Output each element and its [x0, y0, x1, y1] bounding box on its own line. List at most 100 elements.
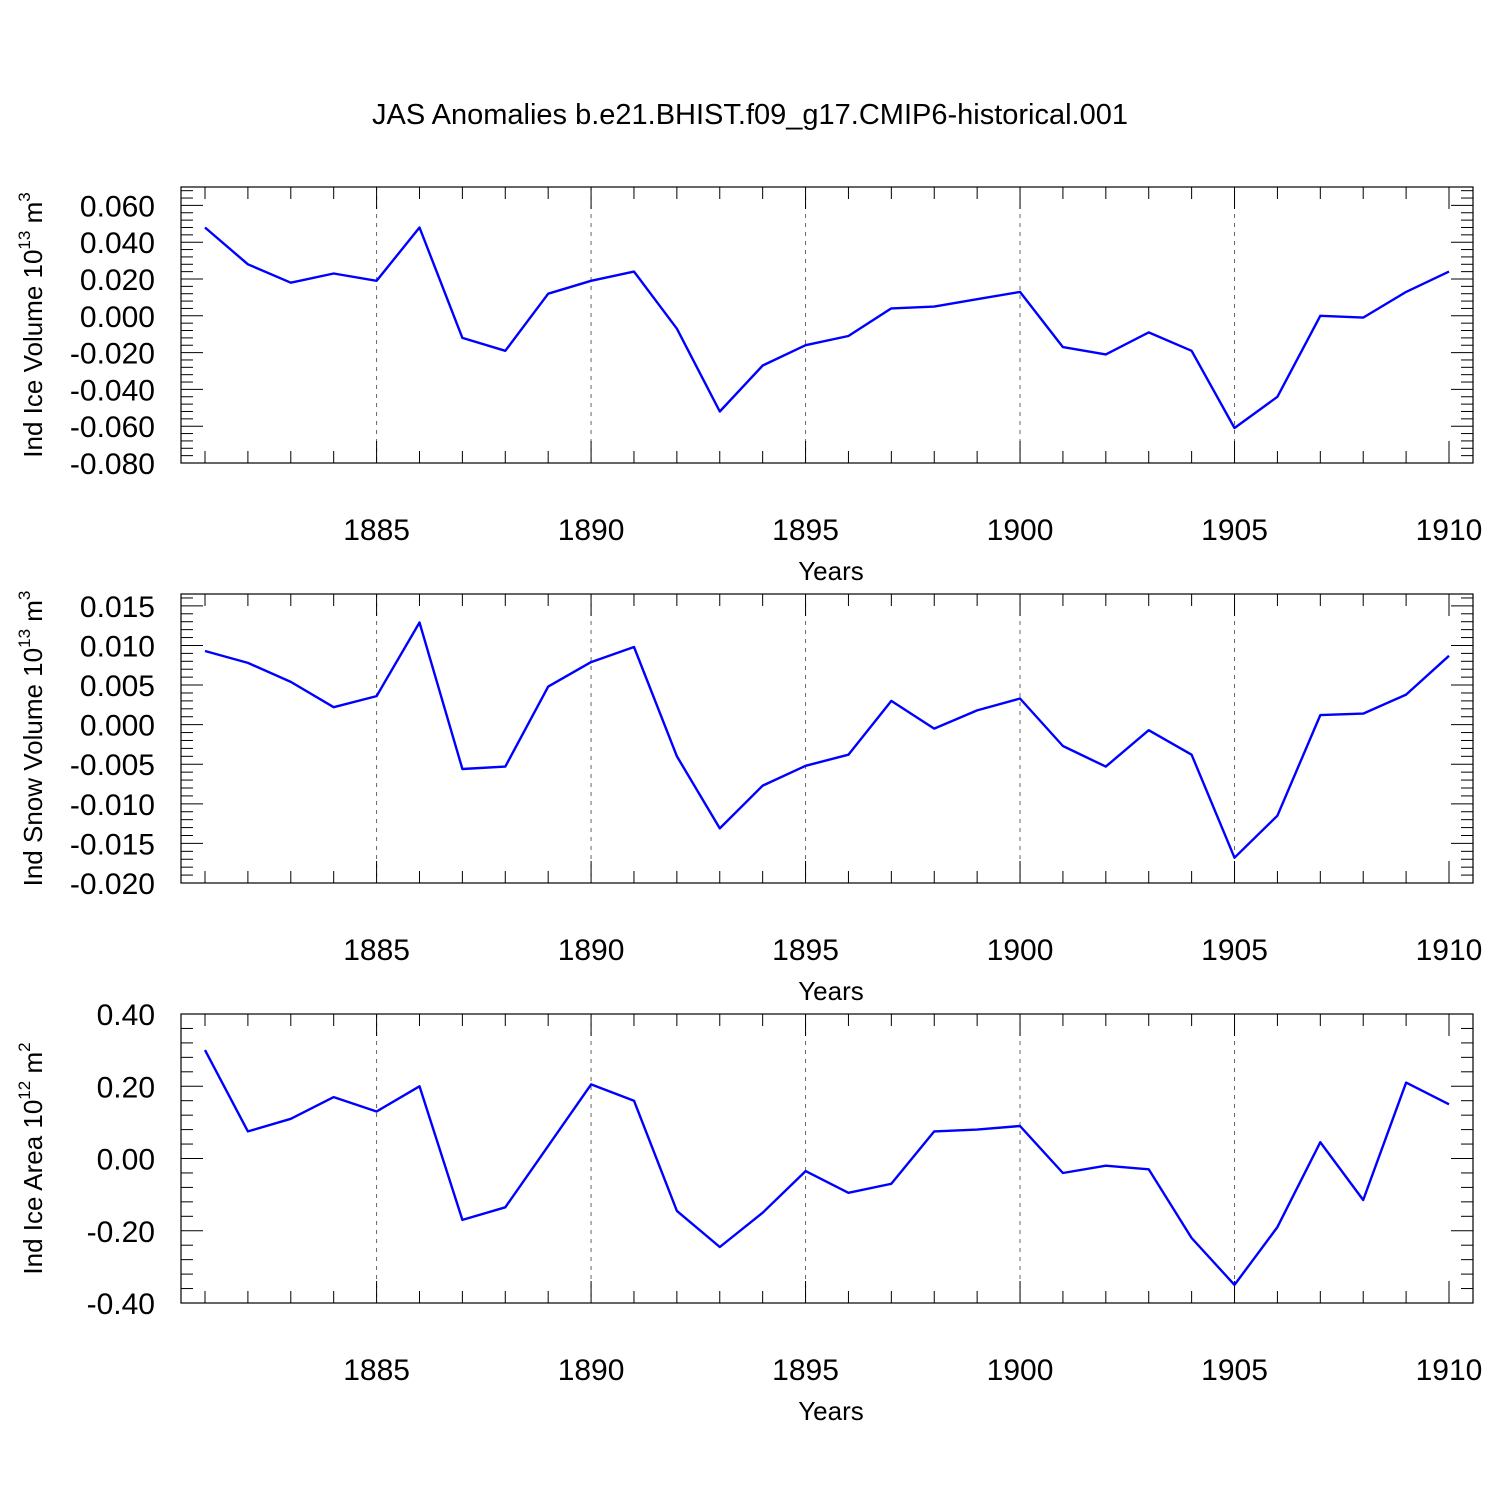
x-tick-label: 1905	[1201, 1354, 1268, 1387]
data-point	[546, 1144, 550, 1148]
y-tick-label: 0.000	[80, 301, 155, 334]
data-point	[1190, 349, 1194, 353]
y-tick-label: -0.060	[70, 411, 155, 444]
y-tick-label: 0.40	[97, 999, 155, 1032]
panels-container: 1885 1890 1895 1900 1905 1910 0.060 0.040 0.020 0…	[15, 186, 1483, 1426]
data-point	[246, 262, 250, 266]
data-point	[804, 1169, 808, 1173]
data-point	[632, 270, 636, 274]
data-point	[932, 1129, 936, 1133]
data-point	[632, 645, 636, 649]
data-point	[417, 225, 421, 229]
y-tick-label: 0.015	[80, 591, 155, 624]
y-tick-label: -0.080	[70, 448, 155, 481]
data-point	[718, 826, 722, 830]
data-point	[1361, 1198, 1365, 1202]
y-tick-label: -0.020	[70, 868, 155, 901]
data-point	[761, 784, 765, 788]
data-point	[932, 727, 936, 731]
y-tick-label: 0.020	[80, 264, 155, 297]
data-point	[417, 621, 421, 625]
x-tick-label: 1910	[1416, 1354, 1483, 1387]
data-point	[589, 279, 593, 283]
x-tick-label: 1900	[987, 1354, 1054, 1387]
data-point	[1404, 693, 1408, 697]
chart-panel-3: 1885 1890 1895 1900 1905 1910 0.40 0.20 0.00 -0.2…	[15, 999, 1482, 1426]
data-point	[1404, 1081, 1408, 1085]
y-axis-label-text: Ind Ice Volume 10	[18, 250, 48, 458]
x-tick-label: 1900	[987, 514, 1054, 547]
data-point	[1447, 654, 1451, 658]
data-point	[846, 334, 850, 338]
x-tick-label: 1890	[558, 1354, 625, 1387]
data-point	[546, 685, 550, 689]
y-axis-label-unit: m	[18, 1052, 48, 1081]
y-axis-label-exponent: 13	[15, 231, 34, 250]
data-point	[932, 305, 936, 309]
y-tick-label: 0.20	[97, 1071, 155, 1104]
x-tick-label: 1895	[772, 514, 839, 547]
x-tick-label: 1900	[987, 934, 1054, 967]
data-point	[889, 1182, 893, 1186]
series-line	[204, 621, 1450, 859]
data-point	[503, 1205, 507, 1209]
data-point	[460, 767, 464, 771]
y-axis-label-unit: m	[18, 202, 48, 231]
x-tick-label: 1885	[343, 514, 410, 547]
chart-panel-2: 1885 1890 1895 1900 1905 1910 0.015 0.010 0.005 0…	[15, 591, 1482, 1006]
data-point	[675, 327, 679, 331]
data-point	[632, 1099, 636, 1103]
data-point	[1361, 712, 1365, 716]
data-point	[1404, 290, 1408, 294]
data-point	[1018, 290, 1022, 294]
figure-title: JAS Anomalies b.e21.BHIST.f09_g17.CMIP6-…	[372, 99, 1128, 131]
data-point	[332, 705, 336, 709]
data-point	[1061, 744, 1065, 748]
data-point	[975, 297, 979, 301]
y-tick-label: 0.040	[80, 227, 155, 260]
data-point	[1061, 1171, 1065, 1175]
series-line	[203, 1049, 1450, 1287]
data-point	[589, 660, 593, 664]
data-point	[1190, 753, 1194, 757]
y-axis-label-unit-exponent: 2	[15, 1042, 34, 1051]
plot-frame	[180, 186, 1474, 464]
y-tick-label: 0.00	[97, 1144, 155, 1177]
y-axis-label-unit-exponent: 3	[15, 192, 34, 201]
data-point	[846, 753, 850, 757]
data-point	[675, 1209, 679, 1213]
y-tick-label: -0.020	[70, 338, 155, 371]
y-tick-label: -0.010	[70, 789, 155, 822]
data-point	[1061, 345, 1065, 349]
data-point	[332, 1095, 336, 1099]
data-point	[1233, 426, 1237, 430]
data-point	[804, 343, 808, 347]
data-point	[375, 1110, 379, 1114]
series-line	[204, 226, 1450, 430]
x-tick-label: 1885	[343, 934, 410, 967]
y-tick-label: -0.20	[87, 1216, 155, 1249]
x-tick-label: 1905	[1201, 514, 1268, 547]
data-point	[1275, 1225, 1279, 1229]
chart-panel-1: 1885 1890 1895 1900 1905 1910 0.060 0.040 0.020 0…	[15, 186, 1483, 586]
data-point	[203, 1048, 207, 1052]
data-point	[889, 699, 893, 703]
x-axis-label: Years	[798, 976, 864, 1006]
data-point	[289, 680, 293, 684]
y-tick-label: -0.005	[70, 749, 155, 782]
data-point	[718, 409, 722, 413]
x-tick-label: 1885	[343, 1354, 410, 1387]
x-tick-label: 1890	[558, 934, 625, 967]
data-point	[975, 1128, 979, 1132]
data-point	[1233, 1283, 1237, 1287]
data-point	[417, 1084, 421, 1088]
y-axis-label-text: Ind Snow Volume 10	[18, 648, 48, 887]
data-point	[460, 336, 464, 340]
data-point	[246, 1129, 250, 1133]
data-point	[975, 708, 979, 712]
x-tick-label: 1910	[1416, 514, 1483, 547]
plot-frame	[180, 593, 1474, 884]
data-point	[718, 1245, 722, 1249]
data-point	[203, 225, 207, 229]
